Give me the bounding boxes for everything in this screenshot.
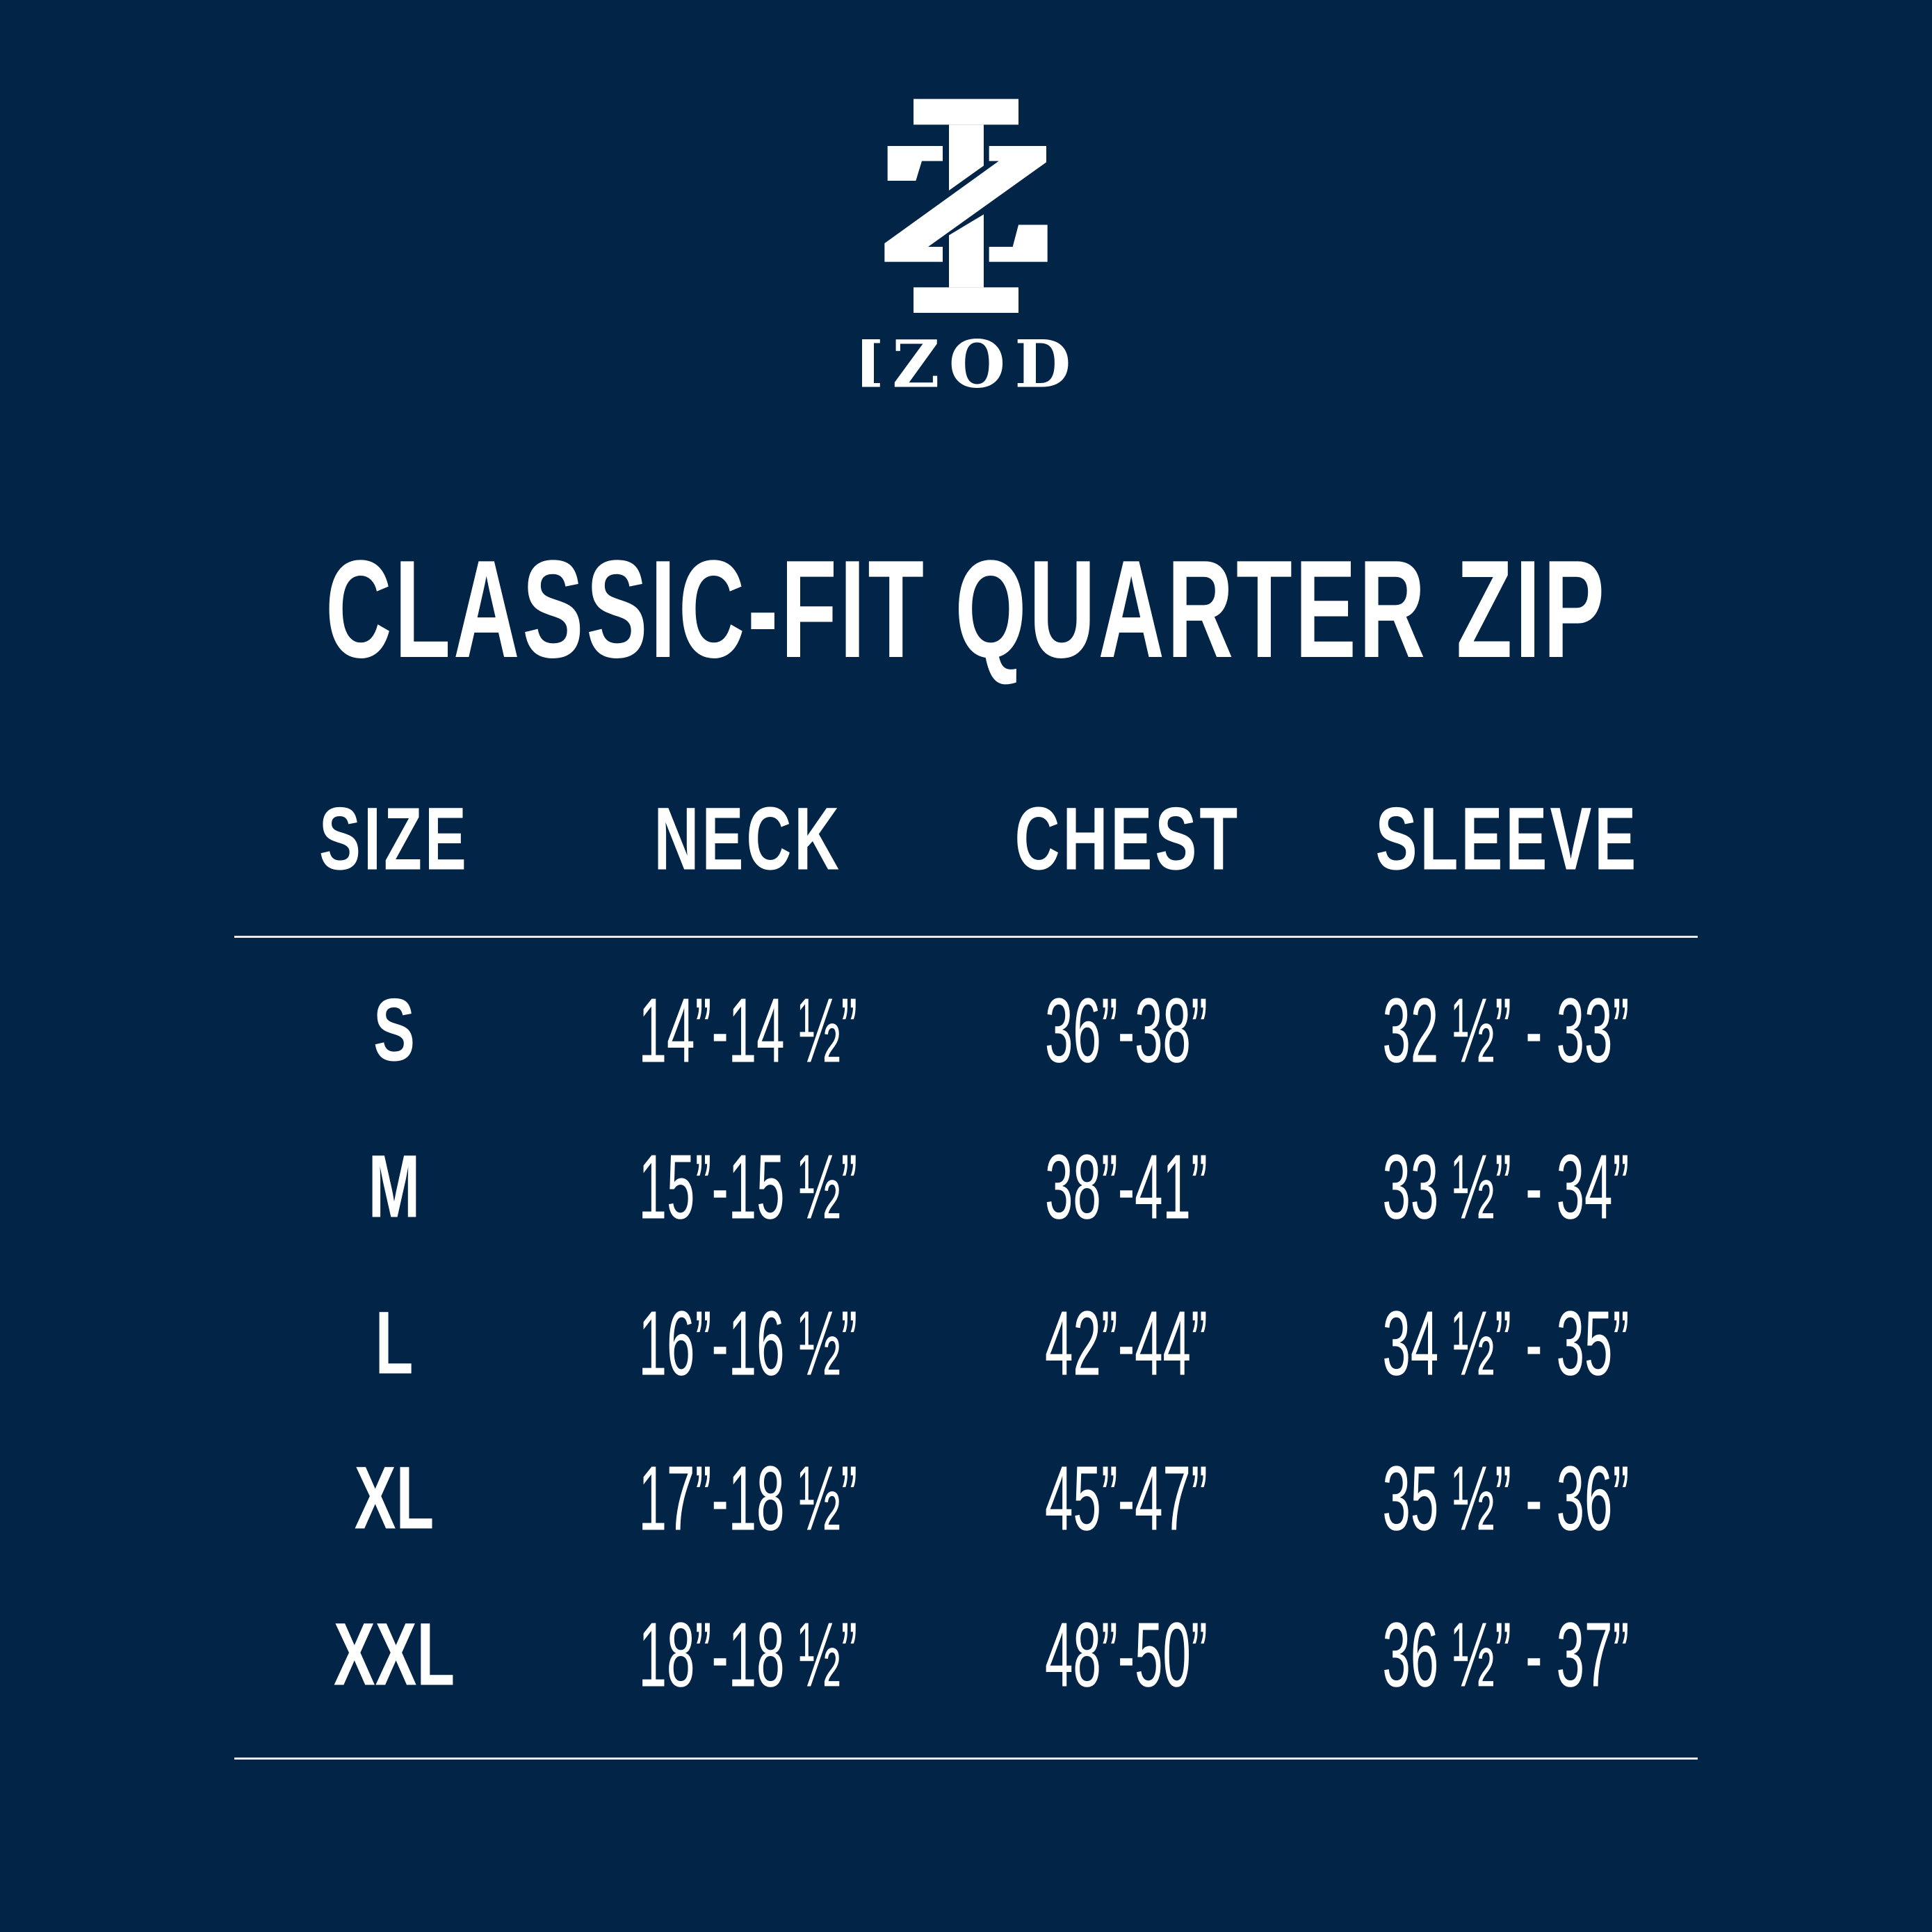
cell-size: L — [375, 1293, 414, 1393]
header-size: SIZE — [319, 789, 469, 889]
cell-size: S — [373, 980, 415, 1080]
cell-neck: 15”-15 ½” — [638, 1135, 858, 1238]
cell-neck: 14”-14 ½” — [638, 979, 858, 1082]
cell-neck: 16”-16 ½” — [638, 1292, 858, 1395]
header-neck: NECK — [654, 789, 843, 889]
cell-sleeve: 36 ½” - 37” — [1382, 1603, 1630, 1706]
cell-chest: 42”-44” — [1044, 1292, 1208, 1395]
cell-chest: 45”-47” — [1044, 1447, 1208, 1550]
cell-sleeve: 33 ½” - 34” — [1382, 1135, 1630, 1238]
cell-size: M — [368, 1137, 421, 1237]
cell-chest: 48”-50” — [1044, 1603, 1208, 1706]
cell-neck: 18”-18 ½” — [638, 1603, 858, 1706]
header-chest: CHEST — [1014, 789, 1241, 889]
header-sleeve: SLEEVE — [1375, 789, 1639, 889]
cell-sleeve: 35 ½” - 36” — [1382, 1447, 1630, 1550]
svg-text:IZOD: IZOD — [862, 327, 1080, 396]
divider-top — [234, 936, 1698, 938]
cell-size: XL — [354, 1448, 435, 1548]
cell-chest: 38”-41” — [1044, 1135, 1208, 1238]
cell-neck: 17”-18 ½” — [638, 1447, 858, 1550]
cell-size: XXL — [333, 1605, 455, 1705]
divider-bottom — [234, 1758, 1698, 1760]
cell-sleeve: 34 ½” - 35” — [1382, 1292, 1630, 1395]
page-title: CLASSIC-FIT QUARTER ZIP — [325, 532, 1607, 687]
cell-sleeve: 32 ½” - 33” — [1382, 979, 1630, 1082]
izod-logo: IZOD — [862, 99, 1080, 396]
cell-chest: 36”-38” — [1044, 979, 1208, 1082]
